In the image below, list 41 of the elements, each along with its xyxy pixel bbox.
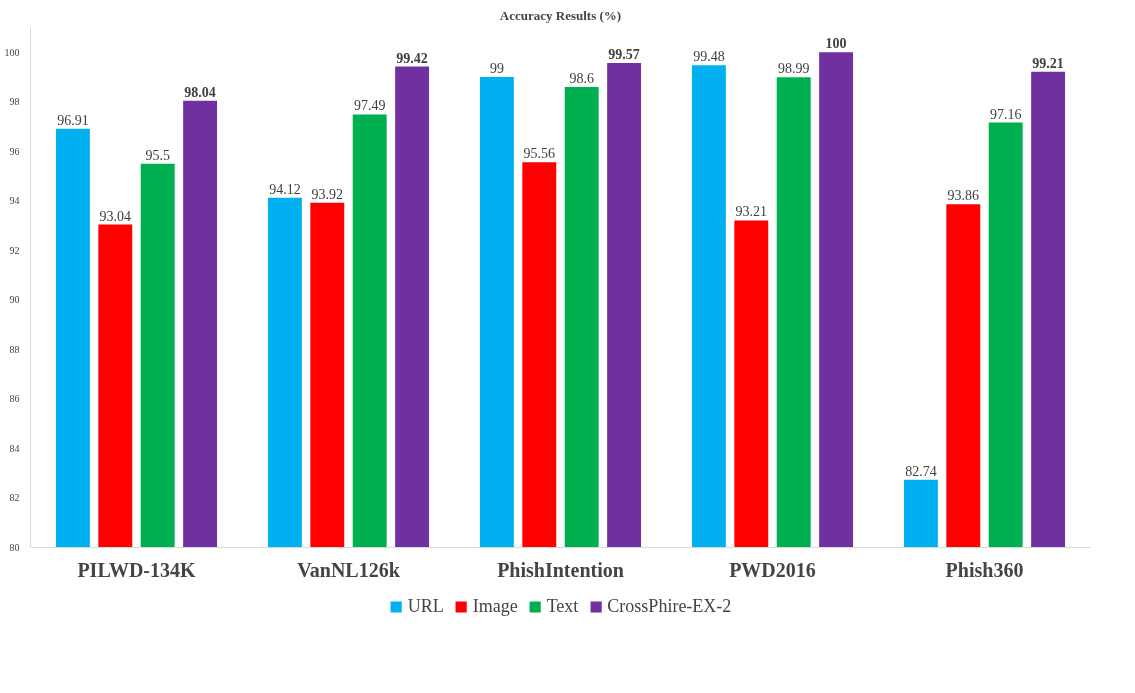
data-label: 95.56 xyxy=(523,146,556,162)
legend-label: Text xyxy=(546,595,579,617)
data-label: 99.57 xyxy=(608,46,640,62)
y-tick-label: 86 xyxy=(9,393,20,405)
data-label: 98.99 xyxy=(777,61,810,77)
x-tick-label: PWD2016 xyxy=(729,558,816,581)
legend-label: Image xyxy=(472,595,518,617)
y-tick-label: 92 xyxy=(9,244,20,256)
y-tick-label: 96 xyxy=(9,145,20,157)
y-tick-label: 90 xyxy=(9,294,20,306)
data-label: 94.12 xyxy=(269,181,301,197)
y-tick-label: 80 xyxy=(9,542,20,553)
data-label: 99.42 xyxy=(396,50,428,66)
x-tick-label: Phish360 xyxy=(945,558,1024,581)
data-label: 99.48 xyxy=(693,49,725,65)
data-label: 99.21 xyxy=(1032,55,1064,71)
chart-title: Accuracy Results (%) xyxy=(499,7,622,23)
y-tick-label: 98 xyxy=(9,96,20,108)
data-label: 96.91 xyxy=(57,112,89,128)
data-label: 82.74 xyxy=(905,463,937,479)
y-tick-label: 100 xyxy=(4,46,20,58)
data-label: 98.6 xyxy=(569,70,594,86)
x-tick-label: PILWD-134K xyxy=(77,558,197,581)
data-label: 93.04 xyxy=(99,208,132,224)
legend-label: CrossPhire-EX-2 xyxy=(607,595,732,617)
data-label: 93.86 xyxy=(947,188,980,204)
data-label: 95.5 xyxy=(145,147,170,163)
data-label: 100 xyxy=(825,36,847,52)
y-tick-label: 84 xyxy=(9,442,20,454)
data-label: 97.16 xyxy=(989,106,1022,122)
x-tick-label: VanNL126k xyxy=(297,558,401,581)
data-label: 97.49 xyxy=(353,98,386,114)
x-tick-label: PhishIntention xyxy=(497,558,624,581)
y-tick-label: 94 xyxy=(9,195,20,207)
data-label: 99 xyxy=(489,61,504,77)
data-label: 98.04 xyxy=(184,84,216,100)
y-tick-label: 82 xyxy=(9,492,20,504)
data-label: 93.92 xyxy=(311,186,344,202)
y-tick-label: 88 xyxy=(9,343,20,355)
legend-label: URL xyxy=(407,595,444,617)
data-label: 93.21 xyxy=(735,204,768,220)
